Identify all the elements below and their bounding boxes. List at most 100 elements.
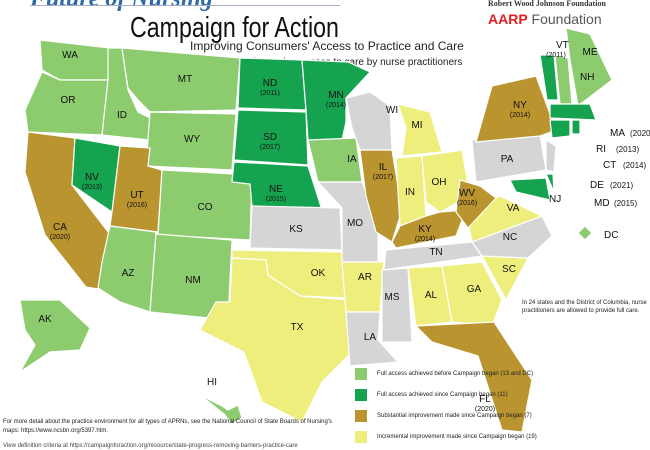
state-label-me: ME (583, 47, 598, 58)
state-label-oh: OH (432, 177, 447, 188)
page-title: Campaign for Action (130, 12, 339, 44)
state-label-nd: ND (263, 78, 277, 89)
full-care-note: In 24 states and the District of Columbi… (522, 300, 647, 314)
state-year-ny: (2014) (510, 112, 530, 119)
logo-divider (30, 5, 340, 6)
state-label-dc: DC (604, 230, 618, 241)
legend-label: Substantial improvement made since Campa… (377, 413, 532, 419)
state-md[interactable] (509, 177, 551, 201)
aarp-foundation-text: Foundation (527, 11, 602, 27)
state-year-il: (2017) (373, 174, 393, 181)
state-label-al: AL (425, 290, 438, 301)
state-de[interactable] (545, 173, 555, 193)
state-year-sd: (2017) (260, 144, 280, 151)
state-label-va: VA (507, 203, 520, 214)
state-year-ca: (2020) (50, 234, 70, 241)
subtitle: Improving Consumers' Access to Practice … (190, 39, 464, 53)
state-sd[interactable] (233, 109, 309, 166)
aarp-brand: AARP (488, 11, 528, 27)
state-ct[interactable] (549, 119, 571, 139)
state-label-mn: MN (328, 90, 344, 101)
state-label-in: IN (405, 187, 415, 198)
state-mn[interactable] (301, 59, 372, 141)
state-year-wv: (2016) (457, 200, 477, 207)
state-label-tn: TN (429, 247, 442, 258)
state-label-hi: HI (207, 377, 217, 388)
state-label-nv: NV (85, 172, 99, 183)
state-label-ak: AK (38, 314, 52, 325)
state-ms[interactable] (381, 267, 413, 343)
state-year-ky: (2014) (415, 236, 435, 243)
legend-label: Full access achieved since Campaign bega… (377, 392, 508, 398)
state-label-id: ID (117, 110, 127, 121)
future-of-nursing-logo: Future of Nursing (30, 0, 213, 13)
state-az[interactable] (97, 225, 157, 313)
state-year-md: (2015) (614, 199, 637, 208)
state-label-ga: GA (467, 284, 482, 295)
state-wv[interactable] (455, 179, 497, 229)
legend-item: Substantial improvement made since Campa… (355, 410, 532, 422)
state-ny[interactable] (475, 75, 557, 143)
state-fl[interactable] (414, 321, 533, 433)
state-year-ct: (2014) (623, 161, 646, 170)
state-mi[interactable] (397, 103, 443, 157)
definitions-text: View definition criteria at https://camp… (3, 443, 298, 449)
state-ma[interactable] (549, 103, 597, 121)
state-year-nd: (2011) (260, 90, 280, 97)
legend-swatch (355, 410, 367, 422)
state-year-ne: (2015) (266, 196, 286, 203)
state-year-ri: (2013) (616, 145, 639, 154)
state-label-md: MD (594, 198, 610, 209)
legend-swatch (355, 389, 367, 401)
state-label-ia: IA (347, 154, 357, 165)
state-me[interactable] (565, 27, 613, 108)
state-label-ut: UT (130, 190, 143, 201)
state-ga[interactable] (441, 261, 503, 327)
aarp-foundation-logo: AARP Foundation (488, 11, 602, 27)
state-label-nh: NH (580, 72, 594, 83)
state-label-tx: TX (291, 322, 304, 333)
state-label-az: AZ (122, 268, 135, 279)
state-label-ms: MS (385, 292, 400, 303)
legend-item: Full access achieved since Campaign bega… (355, 389, 508, 401)
state-ak[interactable] (19, 299, 91, 373)
state-ri[interactable] (571, 119, 581, 135)
state-hi[interactable] (199, 394, 243, 425)
state-year-ma: (2020) (630, 129, 650, 138)
state-label-nc: NC (503, 232, 517, 243)
state-label-il: IL (379, 162, 388, 173)
state-label-pa: PA (501, 154, 514, 165)
state-label-ok: OK (311, 268, 326, 279)
state-label-de: DE (590, 180, 604, 191)
state-tx[interactable] (199, 257, 363, 423)
rwjf-logo: Robert Wood Johnson Foundation (488, 0, 606, 8)
state-label-wy: WY (184, 134, 200, 145)
legend-label: Incremental improvement made since Campa… (377, 434, 537, 440)
state-label-wa: WA (62, 50, 78, 61)
state-label-vt: VT (556, 40, 569, 51)
state-label-fl: FL (479, 394, 491, 405)
state-dc[interactable] (577, 225, 593, 241)
state-vt[interactable] (539, 54, 559, 101)
state-label-ne: NE (269, 184, 283, 195)
state-la[interactable] (345, 311, 400, 367)
state-label-or: OR (61, 95, 76, 106)
state-year-de: (2021) (610, 181, 633, 190)
state-ky[interactable] (391, 209, 467, 249)
state-year-nv: (2013) (82, 184, 102, 191)
state-label-ar: AR (358, 272, 372, 283)
legend-item: Full access achieved before Campaign beg… (355, 368, 533, 380)
legend-swatch (355, 431, 367, 443)
state-nj[interactable] (545, 138, 557, 173)
state-label-la: LA (364, 332, 377, 343)
legend-swatch (355, 368, 367, 380)
state-year-ut: (2016) (127, 202, 147, 209)
state-ar[interactable] (341, 261, 385, 313)
state-label-ct: CT (603, 160, 616, 171)
state-year-mn: (2014) (326, 102, 346, 109)
legend-item: Incremental improvement made since Campa… (355, 431, 537, 443)
state-label-wi: WI (386, 105, 398, 116)
state-label-co: CO (198, 202, 213, 213)
state-label-ca: CA (53, 222, 67, 233)
